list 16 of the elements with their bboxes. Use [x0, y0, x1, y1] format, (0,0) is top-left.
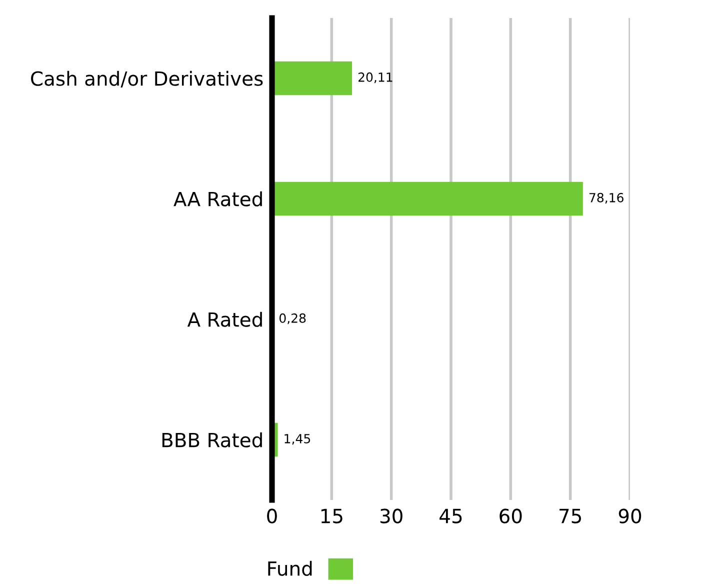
x-tick-label: 75: [560, 508, 582, 524]
x-tick-label: 90: [618, 508, 642, 524]
y-tick-label: AA Rated: [174, 191, 262, 206]
data-label: 20,11: [358, 72, 392, 84]
data-label: 0,28: [279, 313, 306, 324]
y-tick-label: Cash and/or Derivatives: [31, 70, 263, 88]
x-tick-label: 0: [267, 508, 277, 524]
x-tick-label: 15: [321, 508, 342, 524]
data-label: 78,16: [589, 192, 624, 204]
y-tick-label: BBB Rated: [162, 432, 262, 448]
data-label: 1,45: [284, 434, 310, 445]
legend-label: Fund: [268, 560, 312, 576]
y-tick-label: A Rated: [187, 312, 262, 327]
x-tick-label: 60: [500, 508, 522, 524]
x-tick-label: 45: [440, 508, 462, 524]
x-tick-label: 30: [380, 508, 402, 524]
